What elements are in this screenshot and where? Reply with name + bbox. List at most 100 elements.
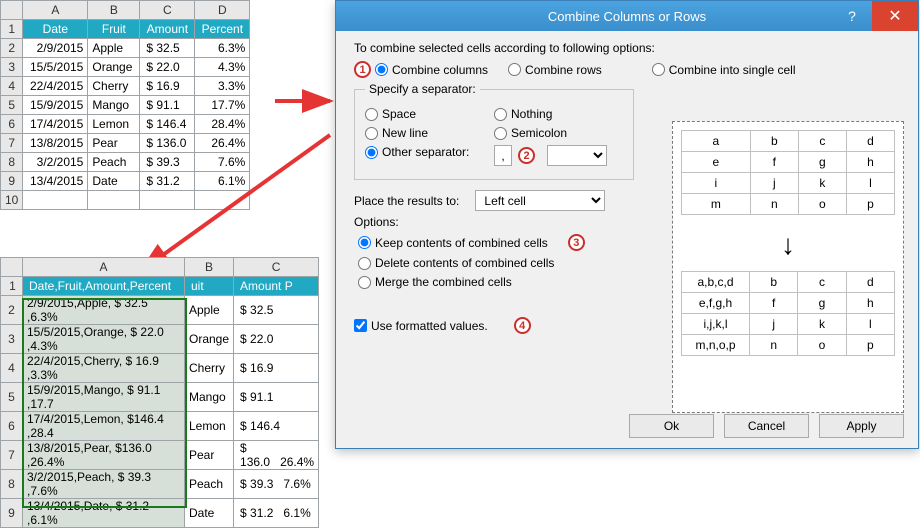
cell-combined[interactable]: 15/5/2015,Orange, $ 22.0 ,4.3% bbox=[23, 325, 185, 354]
radio-combine-rows[interactable] bbox=[508, 63, 521, 76]
cell-date[interactable]: 15/5/2015 bbox=[23, 58, 88, 77]
row-header[interactable]: 7 bbox=[1, 441, 23, 470]
checkbox-formatted-values[interactable] bbox=[354, 319, 367, 332]
cell-date[interactable]: 13/8/2015 bbox=[23, 134, 88, 153]
row-header[interactable]: 6 bbox=[1, 412, 23, 441]
header-cell-fruit[interactable]: Fruit bbox=[88, 20, 140, 39]
cell-date[interactable]: 22/4/2015 bbox=[23, 77, 88, 96]
cell-amount[interactable]: $ 32.5 bbox=[140, 39, 195, 58]
row-header[interactable]: 8 bbox=[1, 470, 23, 499]
cell-fruit[interactable]: Cherry bbox=[88, 77, 140, 96]
col-header[interactable]: D bbox=[195, 1, 250, 20]
cell-combined[interactable]: 15/9/2015,Mango, $ 91.1 ,17.7 bbox=[23, 383, 185, 412]
cell-amount[interactable]: $ 91.1 bbox=[234, 383, 319, 412]
radio-opt-keep[interactable] bbox=[358, 236, 371, 249]
cell-fruit[interactable]: Lemon bbox=[185, 412, 234, 441]
apply-button[interactable]: Apply bbox=[819, 414, 904, 438]
row-header[interactable]: 3 bbox=[1, 58, 23, 77]
row-header[interactable]: 8 bbox=[1, 153, 23, 172]
cell-date[interactable]: 17/4/2015 bbox=[23, 115, 88, 134]
col-header[interactable]: C bbox=[234, 258, 319, 277]
cell-date[interactable]: 2/9/2015 bbox=[23, 39, 88, 58]
cell-amount[interactable]: $ 39.3 7.6% bbox=[234, 470, 319, 499]
cell-fruit[interactable]: Date bbox=[88, 172, 140, 191]
cell-percent[interactable]: 17.7% bbox=[195, 96, 250, 115]
col-header[interactable]: C bbox=[140, 1, 195, 20]
col-header[interactable]: B bbox=[185, 258, 234, 277]
empty-cell[interactable] bbox=[140, 191, 195, 210]
row-header[interactable]: 4 bbox=[1, 77, 23, 96]
cell-date[interactable]: 3/2/2015 bbox=[23, 153, 88, 172]
cell-fruit[interactable]: Date bbox=[185, 499, 234, 528]
cell-combined[interactable]: 13/4/2015,Date, $ 31.2 ,6.1% bbox=[23, 499, 185, 528]
row-header[interactable]: 9 bbox=[1, 172, 23, 191]
row-header[interactable]: 5 bbox=[1, 383, 23, 412]
cell-amount[interactable]: $ 39.3 bbox=[140, 153, 195, 172]
row-header[interactable]: 5 bbox=[1, 96, 23, 115]
cell-fruit[interactable]: Pear bbox=[185, 441, 234, 470]
cell-fruit[interactable]: Lemon bbox=[88, 115, 140, 134]
col-header[interactable]: A bbox=[23, 1, 88, 20]
cell-percent[interactable]: 4.3% bbox=[195, 58, 250, 77]
cell-amount[interactable]: $ 32.5 bbox=[234, 296, 319, 325]
radio-sep-semicolon[interactable] bbox=[494, 127, 507, 140]
col-header[interactable]: B bbox=[88, 1, 140, 20]
cell-percent[interactable]: 26.4% bbox=[195, 134, 250, 153]
radio-sep-newline[interactable] bbox=[365, 127, 378, 140]
place-results-select[interactable]: Left cell bbox=[475, 190, 605, 211]
close-button[interactable]: ✕ bbox=[872, 1, 918, 31]
cell-combined[interactable]: 17/4/2015,Lemon, $146.4 ,28.4 bbox=[23, 412, 185, 441]
cell-amount[interactable]: $ 91.1 bbox=[140, 96, 195, 115]
cell-percent[interactable]: 3.3% bbox=[195, 77, 250, 96]
cell-amount[interactable]: $ 136.0 bbox=[140, 134, 195, 153]
header-cell-c[interactable]: Amount P bbox=[234, 277, 319, 296]
cell-fruit[interactable]: Apple bbox=[185, 296, 234, 325]
row-header[interactable]: 9 bbox=[1, 499, 23, 528]
cell-combined[interactable]: 3/2/2015,Peach, $ 39.3 ,7.6% bbox=[23, 470, 185, 499]
cell-amount[interactable]: $ 16.9 bbox=[140, 77, 195, 96]
cell-combined[interactable]: 22/4/2015,Cherry, $ 16.9 ,3.3% bbox=[23, 354, 185, 383]
row-header[interactable]: 7 bbox=[1, 134, 23, 153]
header-cell-percent[interactable]: Percent bbox=[195, 20, 250, 39]
cell-date[interactable]: 15/9/2015 bbox=[23, 96, 88, 115]
radio-combine-single[interactable] bbox=[652, 63, 665, 76]
row-header[interactable]: 1 bbox=[1, 20, 23, 39]
cell-fruit[interactable]: Mango bbox=[185, 383, 234, 412]
radio-sep-other[interactable] bbox=[365, 146, 378, 159]
header-cell-b[interactable]: uit bbox=[185, 277, 234, 296]
cell-fruit[interactable]: Mango bbox=[88, 96, 140, 115]
cell-percent[interactable]: 28.4% bbox=[195, 115, 250, 134]
header-cell-date[interactable]: Date bbox=[23, 20, 88, 39]
cell-fruit[interactable]: Pear bbox=[88, 134, 140, 153]
separator-dropdown[interactable] bbox=[547, 145, 607, 166]
row-header[interactable]: 10 bbox=[1, 191, 23, 210]
row-header[interactable]: 2 bbox=[1, 39, 23, 58]
separator-input[interactable] bbox=[494, 145, 512, 166]
cell-percent[interactable]: 7.6% bbox=[195, 153, 250, 172]
cell-amount[interactable]: $ 22.0 bbox=[234, 325, 319, 354]
cell-amount[interactable]: $ 31.2 bbox=[140, 172, 195, 191]
cell-fruit[interactable]: Orange bbox=[185, 325, 234, 354]
cell-amount[interactable]: $ 146.4 bbox=[234, 412, 319, 441]
empty-cell[interactable] bbox=[195, 191, 250, 210]
cell-date[interactable]: 13/4/2015 bbox=[23, 172, 88, 191]
help-button[interactable]: ? bbox=[832, 1, 872, 31]
cell-fruit[interactable]: Peach bbox=[185, 470, 234, 499]
cell-fruit[interactable]: Cherry bbox=[185, 354, 234, 383]
ok-button[interactable]: Ok bbox=[629, 414, 714, 438]
cell-fruit[interactable]: Apple bbox=[88, 39, 140, 58]
col-header[interactable]: A bbox=[23, 258, 185, 277]
cell-amount[interactable]: $ 136.0 26.4% bbox=[234, 441, 319, 470]
cell-percent[interactable]: 6.3% bbox=[195, 39, 250, 58]
cell-percent[interactable]: 6.1% bbox=[195, 172, 250, 191]
empty-cell[interactable] bbox=[88, 191, 140, 210]
cell-fruit[interactable]: Orange bbox=[88, 58, 140, 77]
cell-amount[interactable]: $ 146.4 bbox=[140, 115, 195, 134]
row-header[interactable]: 4 bbox=[1, 354, 23, 383]
row-header[interactable]: 3 bbox=[1, 325, 23, 354]
radio-sep-space[interactable] bbox=[365, 108, 378, 121]
combined-header[interactable]: Date,Fruit,Amount,Percent bbox=[23, 277, 185, 296]
cell-combined[interactable]: 2/9/2015,Apple, $ 32.5 ,6.3% bbox=[23, 296, 185, 325]
radio-opt-delete[interactable] bbox=[358, 257, 371, 270]
cancel-button[interactable]: Cancel bbox=[724, 414, 809, 438]
